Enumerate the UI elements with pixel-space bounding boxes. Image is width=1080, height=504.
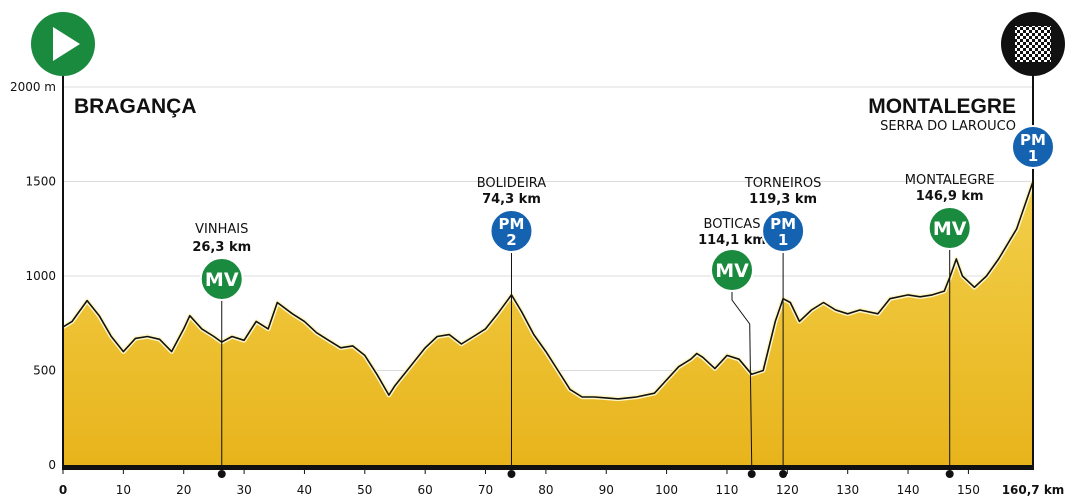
x-tick-label: 140 [897, 483, 920, 497]
x-axis-ticks: 0 10 20 30 40 50 60 70 80 90 100 110 120 130 140 150 [59, 470, 980, 497]
start-place-label: BRAGANÇA [74, 95, 197, 118]
x-tick-label: 30 [236, 483, 251, 497]
marker-name: MONTALEGRE [905, 173, 995, 188]
marker-name: TORNEIROS [744, 176, 822, 191]
sprint-badge [199, 257, 244, 301]
badge-category: 1 [778, 231, 788, 249]
x-tick-label: 150 [957, 483, 980, 497]
sprint-badge [927, 206, 972, 250]
x-tick-label: 0 [59, 483, 67, 497]
x-tick-label: 110 [716, 483, 739, 497]
marker-km-dot [507, 470, 516, 478]
climb-badge [489, 209, 534, 253]
x-tick-label: 120 [776, 483, 799, 497]
x-tick-label: 100 [655, 483, 678, 497]
finish-place-label: MONTALEGRE [868, 95, 1016, 118]
x-tick-label: 90 [599, 483, 614, 497]
y-axis-ticks: 2000 m 1500 1000 500 0 [10, 80, 56, 472]
x-tick-label: 80 [538, 483, 553, 497]
y-tick-label: 0 [48, 458, 56, 472]
marker-finish-climb: PM1 [1011, 125, 1055, 169]
marker-km-dot [747, 470, 756, 478]
x-tick-label: 20 [176, 483, 191, 497]
badge-type: MV [933, 218, 967, 240]
profile-area [63, 181, 1033, 465]
marker-name: BOLIDEIRA [477, 176, 547, 191]
climb-badge [1011, 125, 1055, 169]
marker-km-dot [945, 470, 954, 478]
badge-category: 2 [506, 231, 516, 249]
x-end-label: 160,7 km [1002, 483, 1065, 497]
badge-type: PM [1020, 131, 1046, 149]
x-axis-bar [62, 465, 1034, 470]
marker-km-dot [217, 470, 226, 478]
marker-leader-line [731, 291, 753, 466]
marker-km: 74,3 km [482, 192, 541, 207]
profile-line [62, 181, 1034, 400]
marker-vinhais: MV VINHAIS 26,3 km [192, 222, 251, 478]
y-tick-label: 2000 m [10, 80, 56, 94]
marker-name: BOTICAS [704, 217, 761, 232]
badge-type: MV [205, 269, 239, 291]
marker-km: 114,1 km [698, 233, 766, 248]
climb-badge [761, 209, 806, 253]
x-tick-label: 40 [297, 483, 312, 497]
play-triangle-icon [31, 12, 95, 76]
marker-km: 119,3 km [749, 192, 817, 207]
y-tick-label: 500 [33, 364, 56, 378]
marker-km: 146,9 km [916, 189, 984, 204]
marker-km-dot [779, 470, 788, 478]
y-tick-label: 1500 [25, 175, 56, 189]
x-tick-label: 70 [478, 483, 493, 497]
marker-name: VINHAIS [195, 222, 248, 237]
finish-place-subtitle: SERRA DO LAROUCO [880, 119, 1016, 134]
marker-km: 26,3 km [192, 240, 251, 255]
elevation-profile [61, 180, 1036, 465]
x-tick-label: 130 [836, 483, 859, 497]
x-tick-label: 60 [418, 483, 433, 497]
y-tick-label: 1000 [25, 269, 56, 283]
badge-type: PM [770, 215, 796, 233]
x-tick-label: 10 [116, 483, 131, 497]
badge-category: 1 [1028, 147, 1038, 165]
badge-type: MV [715, 260, 749, 282]
sprint-badge [710, 248, 754, 292]
x-tick-label: 50 [357, 483, 372, 497]
badge-type: PM [499, 215, 525, 233]
checkered-flag-icon [1001, 12, 1065, 76]
